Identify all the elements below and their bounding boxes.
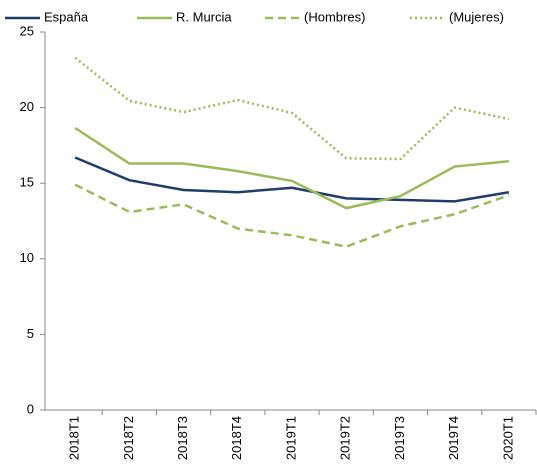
y-tick-label: 10 xyxy=(20,250,34,265)
x-tick-label: 2019T4 xyxy=(446,416,461,460)
series-line xyxy=(74,56,510,161)
legend-label: (Hombres) xyxy=(304,9,365,24)
legend-label: (Mujeres) xyxy=(449,9,504,24)
legend-label: España xyxy=(44,9,89,24)
y-tick-label: 5 xyxy=(27,326,34,341)
x-tick-label: 2019T2 xyxy=(338,416,353,460)
y-tick-label: 15 xyxy=(20,175,34,190)
y-tick-label: 25 xyxy=(20,23,34,38)
x-tick-label: 2020T1 xyxy=(500,416,515,460)
x-tick-label: 2019T3 xyxy=(392,416,407,460)
y-tick-label: 0 xyxy=(27,401,34,416)
legend-label: R. Murcia xyxy=(176,9,232,24)
series-line xyxy=(74,156,510,203)
series-line xyxy=(74,183,510,249)
x-tick-label: 2018T1 xyxy=(67,416,82,460)
x-tick-label: 2018T2 xyxy=(121,416,136,460)
x-tick-label: 2018T4 xyxy=(229,416,244,460)
x-tick-label: 2018T3 xyxy=(175,416,190,460)
series-line xyxy=(74,126,510,210)
y-tick-label: 20 xyxy=(20,99,34,114)
x-tick-label: 2019T1 xyxy=(283,416,298,460)
